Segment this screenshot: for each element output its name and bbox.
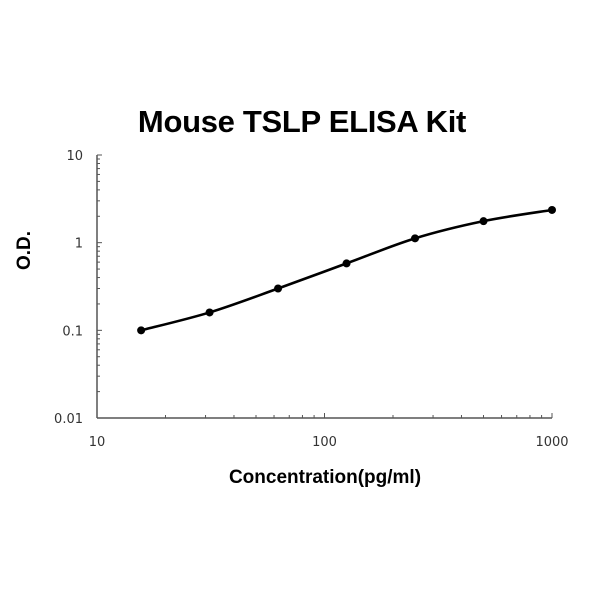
y-tick-label: 0.01 xyxy=(54,412,83,427)
data-point-marker xyxy=(342,259,351,268)
data-point-marker xyxy=(548,205,556,214)
x-axis-label: Concentration(pg/ml) xyxy=(228,467,422,488)
x-tick-label: 100 xyxy=(312,435,337,450)
data-point-marker xyxy=(274,284,283,293)
y-tick-label: 1 xyxy=(75,237,83,252)
standard-curve-line xyxy=(139,208,554,332)
data-point-marker xyxy=(205,308,214,317)
x-tick-label: 10 xyxy=(89,435,106,450)
data-point-marker xyxy=(479,217,488,226)
data-point-marker xyxy=(411,234,420,243)
data-point-marker xyxy=(137,326,146,335)
x-tick-label: 1000 xyxy=(535,435,568,450)
y-tick-label: 0.1 xyxy=(62,324,83,339)
y-tick-label: 10 xyxy=(66,149,83,164)
chart-title: Mouse TSLP ELISA Kit xyxy=(137,104,467,139)
